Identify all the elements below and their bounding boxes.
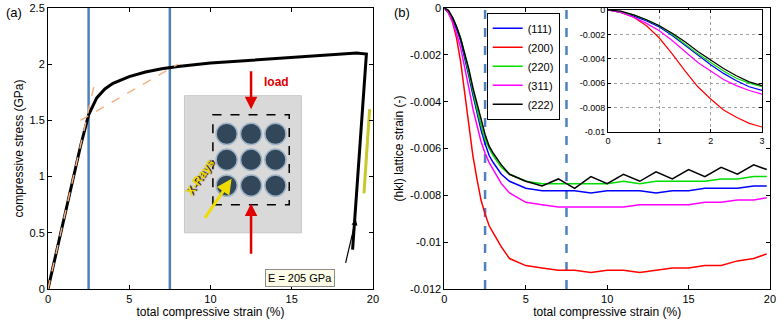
svg-text:10: 10 [204,293,216,305]
svg-text:compressive stress (GPa): compressive stress (GPa) [12,79,26,217]
svg-text:-0.002: -0.002 [580,30,606,40]
svg-text:10: 10 [601,293,613,305]
svg-text:(hkl) lattice strain (-): (hkl) lattice strain (-) [392,95,406,201]
svg-text:15: 15 [682,293,694,305]
svg-text:0: 0 [441,293,447,305]
svg-text:1.5: 1.5 [30,114,45,126]
svg-text:-0.006: -0.006 [580,78,606,88]
svg-text:-0.01: -0.01 [585,127,606,137]
svg-text:(311): (311) [528,80,553,92]
svg-text:(222): (222) [528,99,554,111]
svg-text:-0.004: -0.004 [580,54,606,64]
svg-text:-0.004: -0.004 [410,96,441,108]
svg-text:20: 20 [367,293,379,305]
svg-text:load: load [264,75,289,89]
svg-text:total compressive strain (%): total compressive strain (%) [533,305,681,319]
svg-text:E = 205 GPa: E = 205 GPa [268,272,332,284]
svg-text:1: 1 [657,136,662,146]
svg-text:0: 0 [605,136,610,146]
svg-text:0: 0 [39,283,45,295]
svg-text:15: 15 [286,293,298,305]
svg-text:-0.008: -0.008 [410,189,441,201]
svg-text:(b): (b) [394,5,410,20]
svg-text:(200): (200) [528,42,554,54]
svg-text:3: 3 [760,136,765,146]
svg-text:0: 0 [435,2,441,14]
svg-text:(111): (111) [528,23,552,35]
svg-text:2.5: 2.5 [30,2,45,14]
svg-text:2: 2 [708,136,713,146]
svg-text:X-Rays: X-Rays [183,156,218,198]
svg-text:0: 0 [45,293,51,305]
svg-text:-0.012: -0.012 [410,283,441,295]
svg-text:-0.002: -0.002 [410,49,441,61]
svg-text:(a): (a) [6,5,22,20]
svg-text:5: 5 [523,293,529,305]
svg-text:-0.008: -0.008 [580,103,606,113]
svg-text:0: 0 [600,5,605,15]
svg-text:(220): (220) [528,61,554,73]
svg-text:total compressive strain (%): total compressive strain (%) [136,305,284,319]
svg-text:0.5: 0.5 [30,227,45,239]
svg-text:-0.01: -0.01 [416,236,441,248]
svg-text:1: 1 [39,170,45,182]
svg-text:5: 5 [126,293,132,305]
svg-text:-0.006: -0.006 [410,142,441,154]
svg-text:20: 20 [764,293,776,305]
svg-text:2: 2 [39,58,45,70]
